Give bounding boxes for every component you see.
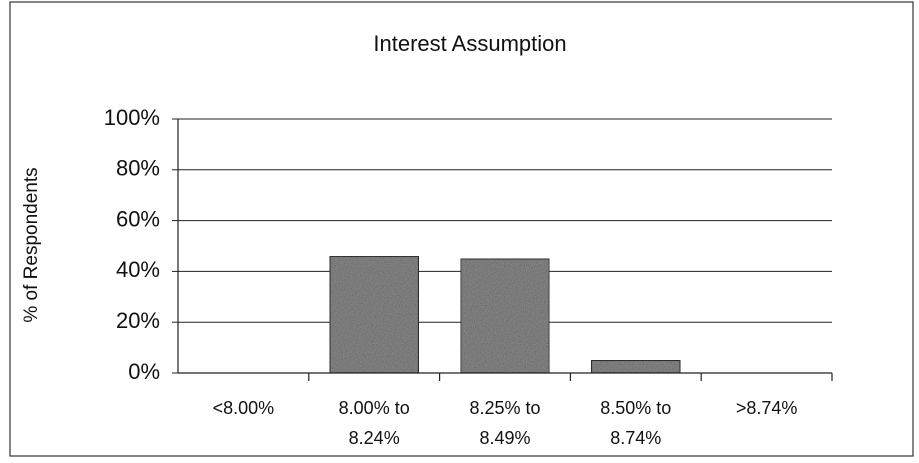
x-tick-label: <8.00% — [212, 398, 275, 418]
y-tick-label: 100% — [104, 105, 160, 130]
y-tick-label: 60% — [116, 206, 160, 231]
y-tick-label: 20% — [116, 308, 160, 333]
x-tick-label: 8.00% to 8.24% — [338, 398, 410, 448]
y-tick-label: 80% — [116, 156, 160, 181]
x-tick-label: >8.74% — [735, 398, 798, 418]
x-tick-label: 8.25% to 8.49% — [469, 398, 541, 448]
bar — [590, 359, 682, 374]
y-tick-label: 0% — [128, 359, 160, 384]
x-tick-label: 8.50% to 8.74% — [600, 398, 672, 448]
bar — [328, 255, 420, 374]
chart-border — [9, 1, 914, 457]
y-tick-label: 40% — [116, 257, 160, 282]
chart-title: Interest Assumption — [373, 31, 566, 56]
y-axis-label: % of Respondents — [21, 167, 42, 322]
bar — [459, 257, 551, 374]
